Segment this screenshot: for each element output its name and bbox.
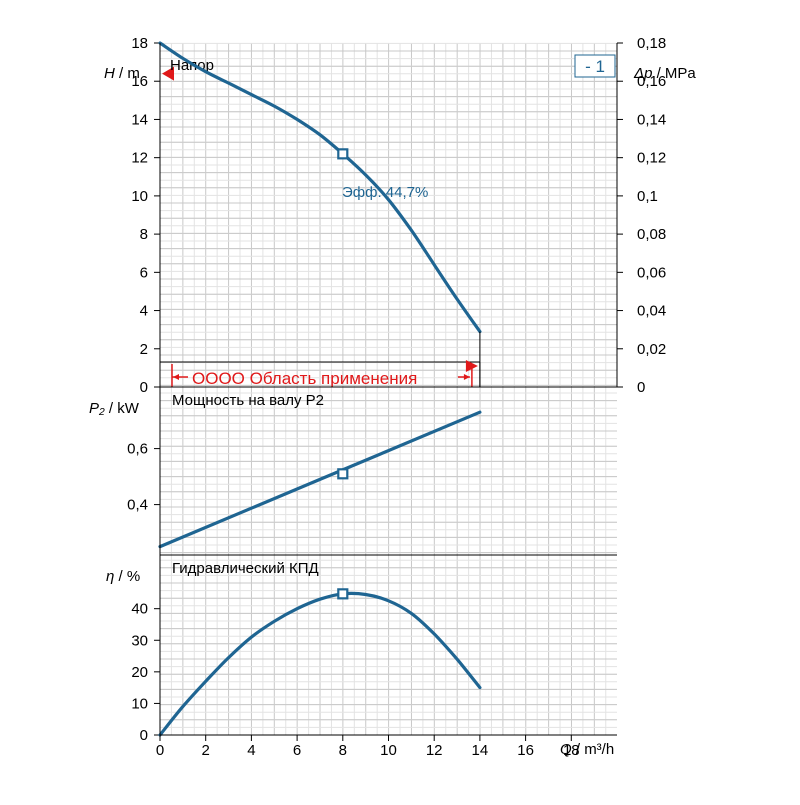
head-marker-triangle bbox=[162, 66, 174, 81]
y2-tick-label: 0,12 bbox=[637, 150, 666, 167]
y-tick-label: 6 bbox=[140, 264, 148, 281]
range-end-flag bbox=[465, 360, 478, 372]
x-tick-label: 16 bbox=[517, 742, 534, 759]
x-tick-label: 8 bbox=[339, 742, 347, 759]
y2-tick-label: 0,1 bbox=[637, 188, 658, 205]
flow-axis-unit: m³/h bbox=[584, 741, 614, 758]
efficiency-axis-unit: % bbox=[127, 568, 140, 585]
flow-axis-label: Q / m³/h bbox=[560, 741, 614, 758]
efficiency-duty-point-marker bbox=[337, 588, 349, 600]
y-tick-label: 12 bbox=[131, 150, 148, 167]
power-panel: 0,4 0,6 Мощность на валу P2 P₂ / kW bbox=[89, 392, 482, 549]
y-tick-label: 8 bbox=[140, 226, 148, 243]
y2-tick-label: 0,06 bbox=[637, 264, 666, 281]
power-axis-unit: kW bbox=[117, 400, 140, 417]
y2-tick-label: 0,16 bbox=[637, 73, 666, 90]
y-tick-label: 0 bbox=[140, 379, 148, 396]
y-tick-label: 0,4 bbox=[127, 497, 148, 514]
flow-axis-symbol: Q bbox=[560, 741, 572, 758]
y-tick-label: 4 bbox=[140, 303, 148, 320]
pressure-axis-unit: MPa bbox=[665, 65, 697, 82]
head-axis-unit: m bbox=[127, 65, 140, 82]
power-panel-title: Мощность на валу P2 bbox=[172, 392, 324, 409]
x-tick-label: 12 bbox=[426, 742, 443, 759]
y-tick-label: 20 bbox=[131, 664, 148, 681]
power-curve-line bbox=[158, 410, 482, 549]
pressure-axis-label: Δp / MPa bbox=[633, 65, 696, 82]
efficiency-axis-symbol: η bbox=[106, 568, 114, 585]
head-axis-symbol: H bbox=[104, 65, 115, 82]
y-tick-label: 40 bbox=[131, 601, 148, 618]
y2-tick-label: 0,04 bbox=[637, 303, 666, 320]
head-axes: 0 2 4 6 8 10 12 14 16 18 0 0,02 0,04 0,06 0,08 0,1 0,12 0… bbox=[131, 35, 666, 396]
x-tick-label: 10 bbox=[380, 742, 397, 759]
y2-tick-label: 0 bbox=[637, 379, 645, 396]
grid bbox=[159, 42, 617, 736]
flow-axis: 0 2 4 6 8 10 12 14 16 18 bbox=[156, 43, 618, 759]
head-panel: 0 2 4 6 8 10 12 14 16 18 0 0,02 0,04 0,06 0,08 0,1 0,12 0… bbox=[104, 35, 696, 396]
head-curve-line bbox=[158, 41, 482, 334]
x-tick-label: 14 bbox=[472, 742, 489, 759]
y-tick-label: 0 bbox=[140, 727, 148, 744]
curve-number-label: - 1 bbox=[585, 57, 605, 76]
power-axis-label: P₂ / kW bbox=[89, 400, 140, 417]
pressure-axis-symbol: Δp bbox=[633, 65, 652, 82]
head-axis-label: H / m bbox=[104, 65, 140, 82]
y2-tick-label: 0,14 bbox=[637, 111, 666, 128]
y2-tick-label: 0,02 bbox=[637, 341, 666, 358]
head-duty-point-marker bbox=[337, 148, 349, 160]
range-left-arrow bbox=[173, 374, 179, 380]
x-tick-label: 2 bbox=[202, 742, 210, 759]
duty-point-efficiency-label: Эфф. 44,7% bbox=[342, 184, 428, 201]
curve-number-badge bbox=[574, 54, 616, 78]
y-tick-label: 14 bbox=[131, 111, 148, 128]
y-tick-label: 18 bbox=[131, 35, 148, 52]
efficiency-axis-label: η / % bbox=[106, 568, 140, 585]
application-range-label: OOOO Область применения bbox=[192, 369, 417, 388]
x-tick-label: 6 bbox=[293, 742, 301, 759]
efficiency-curve-group bbox=[158, 588, 482, 737]
power-axis-symbol: P₂ bbox=[89, 400, 105, 417]
power-axes: 0,4 0,6 bbox=[127, 441, 160, 514]
power-curve-group bbox=[158, 410, 482, 549]
range-right-arrow bbox=[463, 374, 470, 380]
y-tick-label: 30 bbox=[131, 632, 148, 649]
efficiency-curve-line bbox=[158, 591, 482, 737]
y-tick-label: 0,6 bbox=[127, 441, 148, 458]
x-tick-label: 4 bbox=[247, 742, 255, 759]
y-tick-label: 16 bbox=[131, 73, 148, 90]
x-tick-label: 0 bbox=[156, 742, 164, 759]
y2-tick-label: 0,18 bbox=[637, 35, 666, 52]
y-tick-label: 10 bbox=[131, 695, 148, 712]
y-tick-label: 2 bbox=[140, 341, 148, 358]
efficiency-panel-title: Гидравлический КПД bbox=[172, 560, 319, 577]
power-duty-point-marker bbox=[337, 468, 349, 480]
y2-tick-label: 0,08 bbox=[637, 226, 666, 243]
application-range bbox=[160, 360, 481, 387]
efficiency-panel: 0 10 20 30 40 Гидравлический КПД η / % bbox=[106, 560, 482, 744]
efficiency-axes: 0 10 20 30 40 bbox=[131, 601, 160, 744]
y-tick-label: 10 bbox=[131, 188, 148, 205]
x-tick-label: 18 bbox=[563, 742, 580, 759]
